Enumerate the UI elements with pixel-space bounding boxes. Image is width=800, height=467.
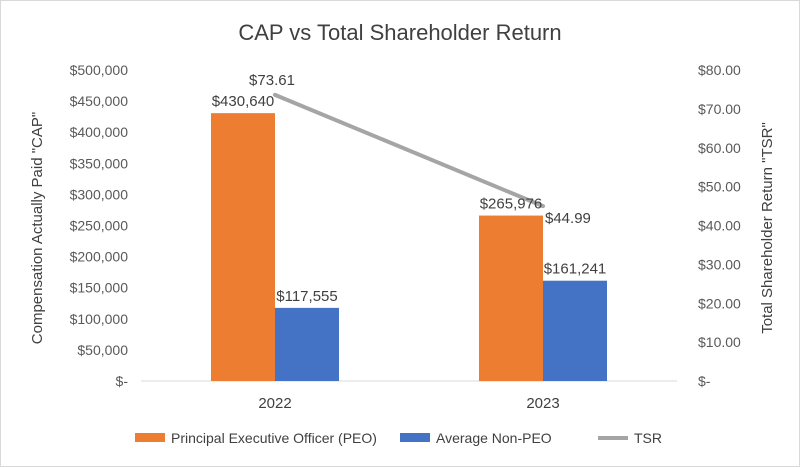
tsr-data-label: $44.99 xyxy=(545,210,591,227)
right-tick-label: $20.00 xyxy=(698,295,741,311)
left-axis-label: Compensation Actually Paid "CAP" xyxy=(29,112,46,344)
right-tick-label: $30.00 xyxy=(698,256,741,272)
left-tick-label: $500,000 xyxy=(70,62,129,78)
right-tick-label: $10.00 xyxy=(698,334,741,350)
legend-non-peo: Average Non-PEO xyxy=(400,430,552,446)
left-tick-label: $450,000 xyxy=(70,93,129,109)
right-tick-label: $40.00 xyxy=(698,218,741,234)
legend-peo: Principal Executive Officer (PEO) xyxy=(135,430,377,446)
left-tick-label: $200,000 xyxy=(70,249,129,265)
left-tick-label: $100,000 xyxy=(70,311,129,327)
bar-peo xyxy=(479,215,543,381)
bar-data-label: $265,976 xyxy=(480,196,543,213)
bar-peo xyxy=(211,113,275,382)
tsr-line xyxy=(273,92,545,209)
left-tick-label: $350,000 xyxy=(70,155,129,171)
left-tick-label: $400,000 xyxy=(70,124,129,140)
bar-data-label: $430,640 xyxy=(212,93,275,110)
right-tick-label: $70.00 xyxy=(698,101,741,117)
legend-label: TSR xyxy=(634,430,662,446)
legend-label: Average Non-PEO xyxy=(436,430,552,446)
bar-data-label: $161,241 xyxy=(544,261,607,278)
right-axis-label: Total Shareholder Return "TSR" xyxy=(759,122,776,334)
tsr-data-label: $73.61 xyxy=(249,72,295,89)
legend-tsr: TSR xyxy=(598,430,662,446)
left-tick-label: $250,000 xyxy=(70,218,129,234)
right-tick-label: $60.00 xyxy=(698,140,741,156)
category-label: 2022 xyxy=(258,395,291,412)
bar-non-peo xyxy=(543,280,607,381)
bar-data-label: $117,555 xyxy=(276,288,337,305)
legend-label: Principal Executive Officer (PEO) xyxy=(171,430,377,446)
chart-title: CAP vs Total Shareholder Return xyxy=(238,20,561,45)
left-tick-label: $300,000 xyxy=(70,186,129,202)
category-label: 2023 xyxy=(526,395,559,412)
right-tick-label: $50.00 xyxy=(698,179,741,195)
legend-swatch xyxy=(135,433,165,442)
legend-swatch xyxy=(400,433,430,442)
right-tick-label: $- xyxy=(698,373,711,389)
left-tick-label: $50,000 xyxy=(77,342,128,358)
right-tick-label: $80.00 xyxy=(698,62,741,78)
bar-non-peo xyxy=(275,307,339,381)
left-tick-label: $150,000 xyxy=(70,280,129,296)
legend: Principal Executive Officer (PEO) Average… xyxy=(135,430,662,446)
left-tick-label: $- xyxy=(116,373,129,389)
